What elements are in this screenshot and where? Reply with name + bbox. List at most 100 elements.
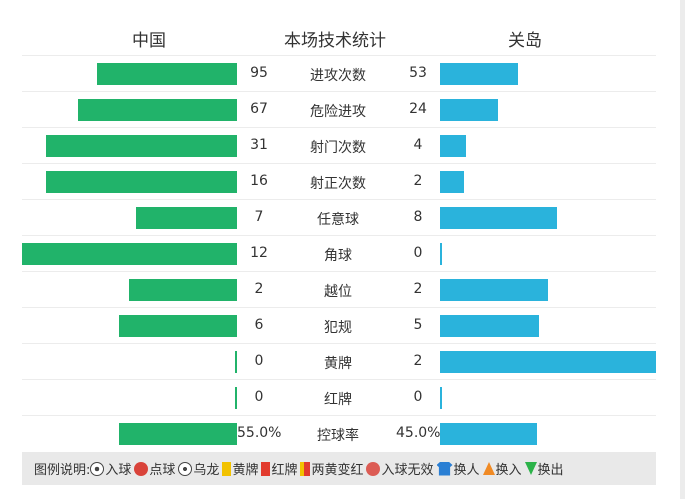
stat-row: 0 红牌 0 [22,380,656,416]
away-bar [440,279,548,301]
away-value: 53 [409,65,427,81]
stat-label: 危险进攻 [310,104,366,120]
home-bar [136,207,237,229]
stat-label: 射门次数 [310,140,366,156]
legend-label: 换出 [537,463,564,478]
red-card-icon [261,461,271,476]
stat-row: 2 越位 2 [22,272,656,308]
away-bar [440,171,464,193]
goal-icon [90,461,105,476]
penalty-icon [134,461,149,476]
home-bar [22,243,237,265]
stat-label: 控球率 [317,428,359,444]
home-value: 0 [254,353,264,369]
own-goal-icon [178,461,193,476]
away-value: 5 [413,317,423,333]
stat-row: 31 射门次数 4 [22,128,656,164]
scrollbar[interactable] [680,0,685,499]
legend-title: 图例说明: [34,463,91,478]
stat-row: 7 任意球 8 [22,200,656,236]
stat-row: 67 危险进攻 24 [22,92,656,128]
home-bar [46,171,237,193]
legend-label: 乌龙 [193,463,220,478]
legend-label: 点球 [149,463,176,478]
legend-item-substitution: 换人 [436,459,480,478]
away-value: 45.0% [396,425,441,441]
legend-item-red-card: 红牌 [261,459,297,478]
home-bar [129,279,237,301]
legend-item-sub-in: 换入 [482,459,522,478]
legend: 图例说明: 入球 点球 乌龙 黄牌 红牌 两黄变红 入球无效 换人 换入 换出 [22,452,656,485]
away-bar [440,99,498,121]
home-bar [235,351,237,373]
away-bar [440,63,518,85]
home-value: 2 [254,281,264,297]
away-value: 2 [413,281,423,297]
stat-row: 6 犯规 5 [22,308,656,344]
legend-label: 换入 [495,463,522,478]
stat-label: 犯规 [324,320,352,336]
stat-label: 越位 [324,284,352,300]
stat-row: 55.0% 控球率 45.0% [22,416,656,451]
away-bar [440,387,442,409]
disallowed-goal-icon [366,461,381,476]
stat-row: 16 射正次数 2 [22,164,656,200]
home-bar [46,135,237,157]
home-team-name: 中国 [132,31,166,51]
stat-row: 95 进攻次数 53 [22,56,656,92]
away-bar [440,243,442,265]
away-bar [440,135,466,157]
home-value: 0 [254,389,264,405]
away-value: 2 [413,353,423,369]
legend-item-own-goal: 乌龙 [178,459,219,478]
yellow-card-icon [222,461,232,476]
legend-item-second-yellow: 两黄变红 [300,459,363,478]
legend-label: 入球无效 [381,463,434,478]
home-bar [119,423,237,445]
legend-label: 红牌 [271,463,298,478]
home-value: 67 [250,101,268,117]
second-yellow-icon [300,461,311,476]
legend-item-disallowed-goal: 入球无效 [366,459,434,478]
stat-label: 角球 [324,248,352,264]
stat-row: 0 黄牌 2 [22,344,656,380]
stat-label: 进攻次数 [310,68,366,84]
legend-item-penalty: 点球 [134,459,175,478]
legend-label: 入球 [105,463,132,478]
home-value: 6 [254,317,264,333]
away-value: 24 [409,101,427,117]
away-bar [440,315,539,337]
home-bar [97,63,237,85]
home-bar [235,387,237,409]
away-value: 0 [413,389,423,405]
sub-in-icon [482,462,495,475]
away-bar [440,351,656,373]
home-value: 55.0% [237,425,282,441]
stats-title: 本场技术统计 [284,31,386,51]
legend-label: 换人 [453,463,480,478]
stat-label: 射正次数 [310,176,366,192]
legend-item-sub-out: 换出 [524,459,564,478]
home-value: 12 [250,245,268,261]
home-value: 7 [254,209,264,225]
away-team-name: 关岛 [508,31,542,51]
legend-label: 黄牌 [232,463,259,478]
legend-label: 两黄变红 [311,463,364,478]
stat-row: 12 角球 0 [22,236,656,272]
home-value: 16 [250,173,268,189]
away-bar [440,207,557,229]
away-value: 0 [413,245,423,261]
stat-label: 红牌 [324,392,352,408]
home-bar [78,99,237,121]
stats-rows: 95 进攻次数 53 67 危险进攻 24 31 射门次数 4 16 射正次数 2 7 任意球 8 12 角球 0… [22,56,656,451]
sub-out-icon [524,462,537,475]
away-value: 8 [413,209,423,225]
home-bar [119,315,237,337]
stats-panel: 中国 本场技术统计 关岛 95 进攻次数 53 67 危险进攻 24 31 射门次数 4 16 射正… [22,20,656,451]
legend-item-goal: 入球 [90,459,131,478]
away-bar [440,423,537,445]
substitution-icon [436,461,453,476]
home-value: 31 [250,137,268,153]
stats-header: 中国 本场技术统计 关岛 [22,20,656,56]
home-value: 95 [250,65,268,81]
